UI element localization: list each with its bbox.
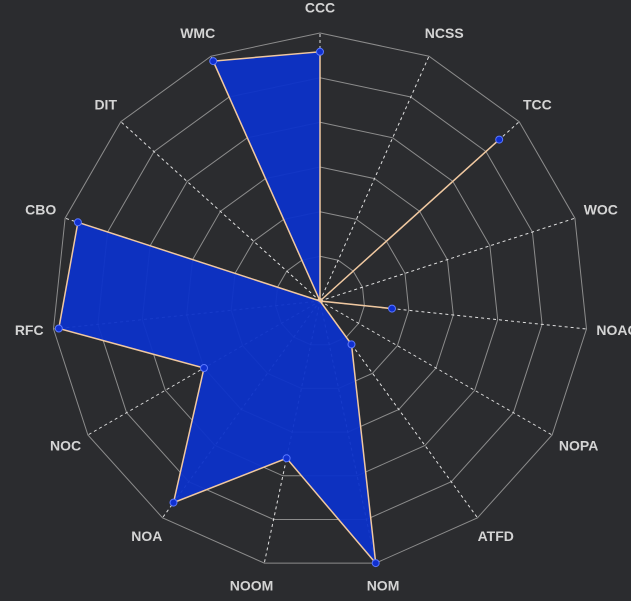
axis-label-woc: WOC [584, 202, 618, 218]
axis-label-nopa: NOPA [559, 438, 598, 454]
axis-label-ncss: NCSS [425, 25, 464, 41]
axis-label-noc: NOC [50, 438, 81, 454]
series-layer [54, 47, 504, 568]
data-point-atfd [347, 340, 356, 349]
data-point-rfc [54, 324, 63, 333]
data-point-noa [169, 498, 178, 507]
grid-spoke-nopa [319, 300, 553, 436]
data-point-noom [282, 454, 291, 463]
grid-spoke-woc [319, 217, 576, 302]
grid-spoke-ncss [319, 55, 430, 302]
axis-label-wmc: WMC [180, 25, 215, 41]
data-point-tcc [495, 135, 504, 144]
grid-spoke-dit [120, 121, 321, 302]
axis-label-cbo: CBO [25, 202, 56, 218]
axis-label-layer: CCC NCSS TCC WOC NOAC NOPA ATFD NOM NOOM NOA NOC RF… [15, 0, 631, 593]
axis-label-rfc: RFC [15, 322, 44, 338]
axis-label-noa: NOA [131, 528, 162, 544]
series-area [57, 50, 500, 566]
axis-label-atfd: ATFD [478, 528, 514, 544]
data-point-ccc [316, 47, 324, 56]
axis-label-ccc: CCC [305, 0, 335, 16]
grid-ring [52, 32, 588, 564]
axis-label-dit: DIT [94, 96, 117, 112]
data-point-noac [388, 304, 396, 313]
axis-label-noac: NOAC [596, 322, 631, 338]
data-point-cbo [73, 218, 82, 227]
axis-label-tcc: TCC [523, 96, 552, 112]
grid-ring [97, 77, 543, 520]
data-point-noc [200, 364, 208, 372]
axis-label-nom: NOM [367, 577, 400, 593]
data-point-nom [371, 559, 380, 568]
axis-label-noom: NOOM [230, 577, 274, 593]
data-point-wmc [209, 57, 218, 66]
